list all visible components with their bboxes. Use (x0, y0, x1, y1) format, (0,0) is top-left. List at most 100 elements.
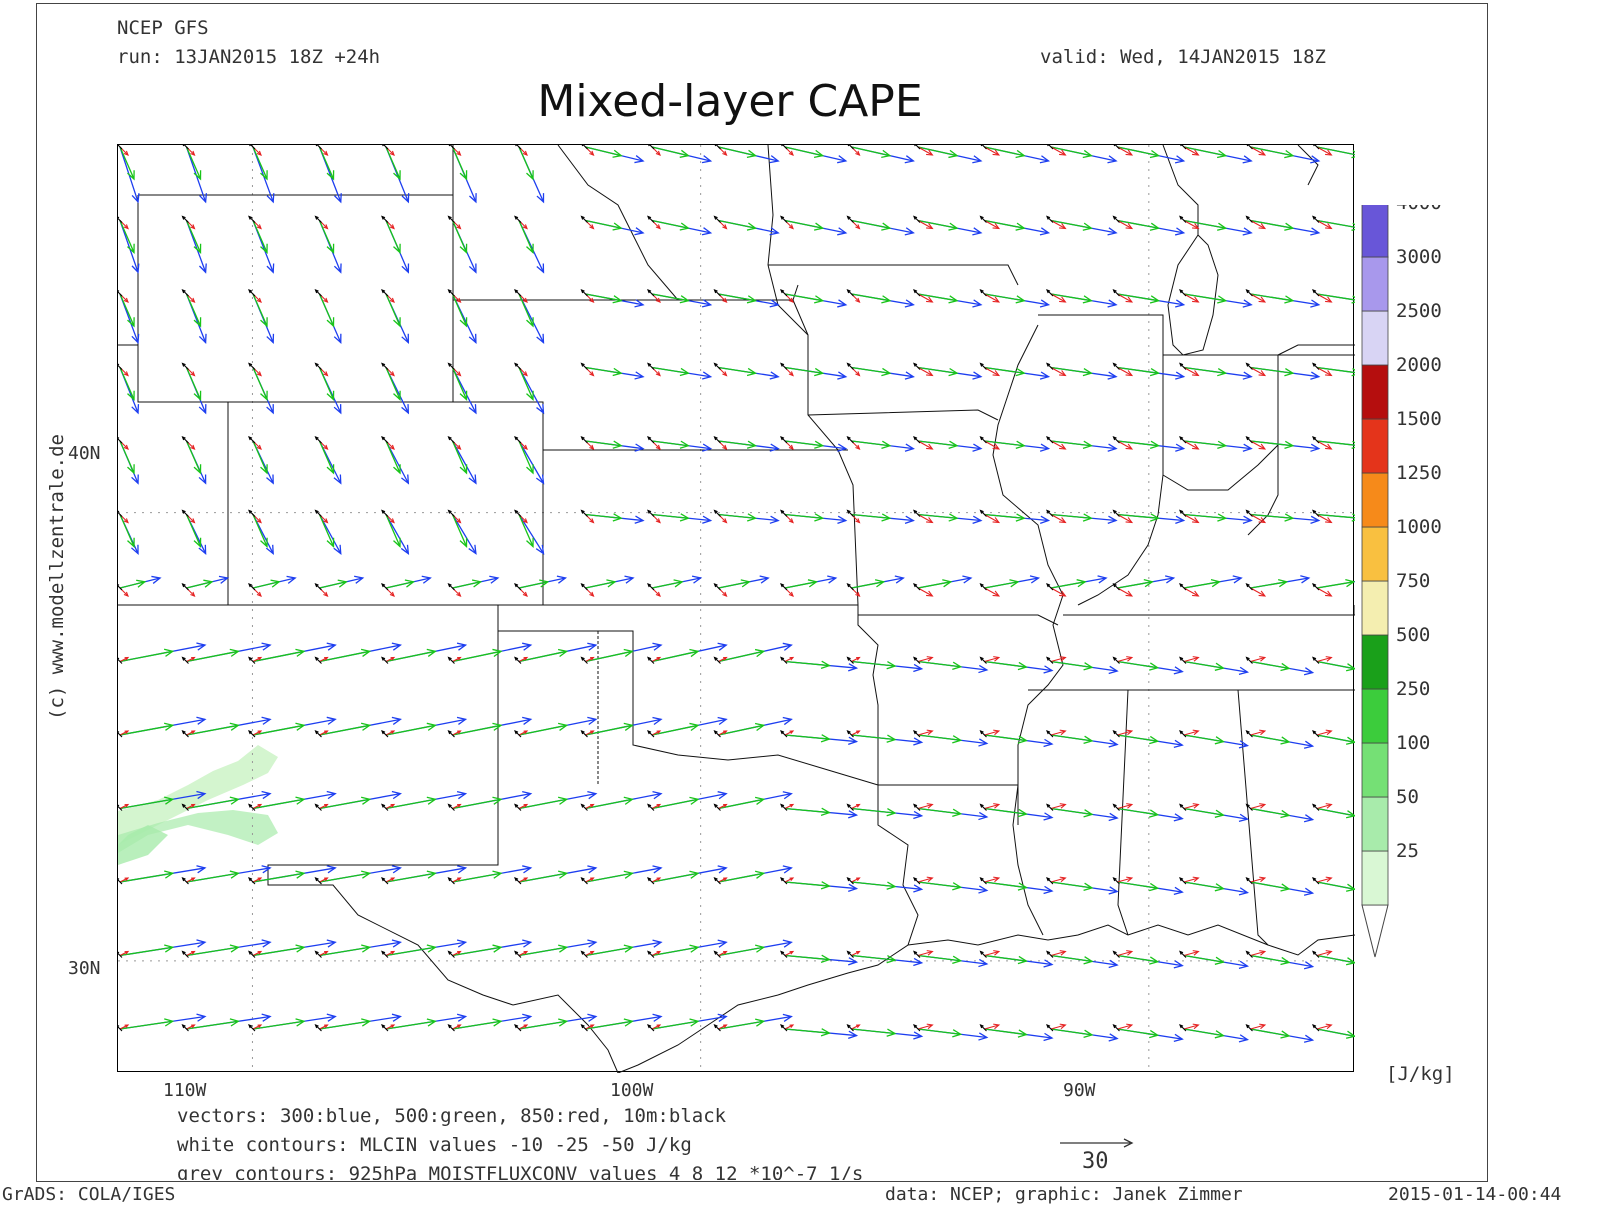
wind-vector (1316, 293, 1362, 304)
wind-vector (1050, 146, 1067, 156)
wind-vector (1046, 1024, 1054, 1032)
wind-vector (452, 870, 503, 883)
wind-vector (846, 509, 854, 517)
wind-vector (917, 587, 934, 597)
wind-vector (119, 440, 135, 475)
colorbar-min-cap (1361, 904, 1389, 958)
wind-vector (580, 215, 588, 223)
wind-vector (713, 362, 721, 370)
wind-vector (514, 142, 522, 150)
wind-vector (651, 944, 700, 957)
wind-vector (518, 220, 534, 254)
wind-vector (917, 367, 934, 377)
wind-vector (651, 730, 662, 736)
wind-vector (1117, 803, 1134, 810)
wind-vector (385, 1024, 396, 1030)
wind-vector (252, 367, 268, 401)
wind-vector (1312, 215, 1320, 223)
wind-vector (1183, 146, 1228, 159)
wind-vector (1316, 881, 1357, 892)
wind-vector (713, 1024, 721, 1032)
wind-vector (713, 289, 721, 297)
wind-vector (585, 877, 595, 883)
wind-vector (718, 146, 758, 158)
wind-vector (319, 803, 329, 809)
wind-vector (984, 366, 1026, 377)
wind-vector (780, 215, 788, 223)
wind-vector (647, 215, 655, 223)
wind-vector (1250, 293, 1295, 304)
wind-vector (447, 289, 455, 297)
wind-vector (1050, 219, 1093, 231)
wind-vector (181, 509, 189, 517)
wind-vector (846, 950, 854, 958)
wind-vector (518, 514, 545, 555)
wind-vector (186, 579, 214, 589)
wind-vector (1050, 579, 1087, 589)
wind-vector (186, 950, 196, 956)
wind-vector (913, 289, 921, 297)
wind-vector (1117, 1023, 1134, 1030)
wind-vector (585, 648, 634, 663)
wind-vector (314, 950, 322, 958)
wind-vector (248, 656, 256, 664)
lon-label-100w: 100W (610, 1080, 654, 1101)
wind-vector (917, 293, 959, 304)
wind-vector (984, 954, 1028, 965)
wind-vector (979, 656, 987, 664)
wind-vector (518, 950, 529, 956)
wind-vector (984, 220, 1001, 230)
wind-vector (385, 146, 401, 181)
wind-vector (1050, 876, 1067, 883)
map-canvas[interactable] (115, 142, 1388, 1074)
wind-vector (314, 362, 322, 370)
wind-vector (447, 1024, 455, 1032)
wind-vector (846, 1024, 854, 1032)
model-label: NCEP GFS (117, 17, 209, 39)
lat-label-30n: 30N (68, 958, 101, 979)
wind-vector (518, 579, 550, 589)
wind-vector (1183, 579, 1222, 589)
wind-vector (252, 648, 306, 663)
wind-vector (1046, 583, 1054, 591)
wind-vector (784, 513, 825, 522)
wind-vector (1117, 219, 1161, 231)
wind-vector (1050, 293, 1067, 303)
wind-vector (319, 730, 329, 736)
colorbar-segment (1361, 256, 1389, 312)
wind-vector (1183, 146, 1200, 156)
wind-vector (319, 870, 372, 883)
wind-vector (1050, 366, 1093, 377)
wind-vector (252, 944, 306, 957)
wind-vector (385, 367, 401, 401)
wind-vector (1183, 734, 1225, 745)
wind-vector (1117, 954, 1160, 965)
wind-vector (385, 514, 401, 548)
vectors-note: vectors: 300:blue, 500:green, 850:red, 1… (177, 1105, 727, 1127)
footer-credit: data: NCEP; graphic: Janek Zimmer (885, 1184, 1243, 1205)
wind-vector (314, 583, 322, 591)
wind-vector (984, 807, 1028, 818)
wind-vector (784, 954, 831, 964)
wind-vector (186, 803, 196, 809)
wind-vector (846, 656, 854, 664)
wind-vector (252, 950, 263, 956)
wind-vector (1316, 293, 1333, 303)
wind-vector (984, 367, 1001, 377)
wind-vector (514, 583, 522, 591)
wind-vector (718, 803, 728, 809)
wind-vector (381, 583, 389, 591)
wind-vector (1046, 436, 1054, 444)
wind-vector (917, 876, 934, 883)
wind-vector (1245, 289, 1253, 297)
wind-vector (585, 730, 595, 736)
wind-vector (314, 877, 322, 885)
wind-vector (1183, 220, 1200, 230)
wind-vector (385, 944, 437, 957)
wind-vector (851, 579, 886, 589)
wind-vector (1050, 656, 1067, 663)
wind-vector (385, 950, 396, 956)
map-panel[interactable] (115, 142, 1388, 1074)
plot-frame (36, 3, 1488, 1182)
wind-vector (1245, 436, 1253, 444)
